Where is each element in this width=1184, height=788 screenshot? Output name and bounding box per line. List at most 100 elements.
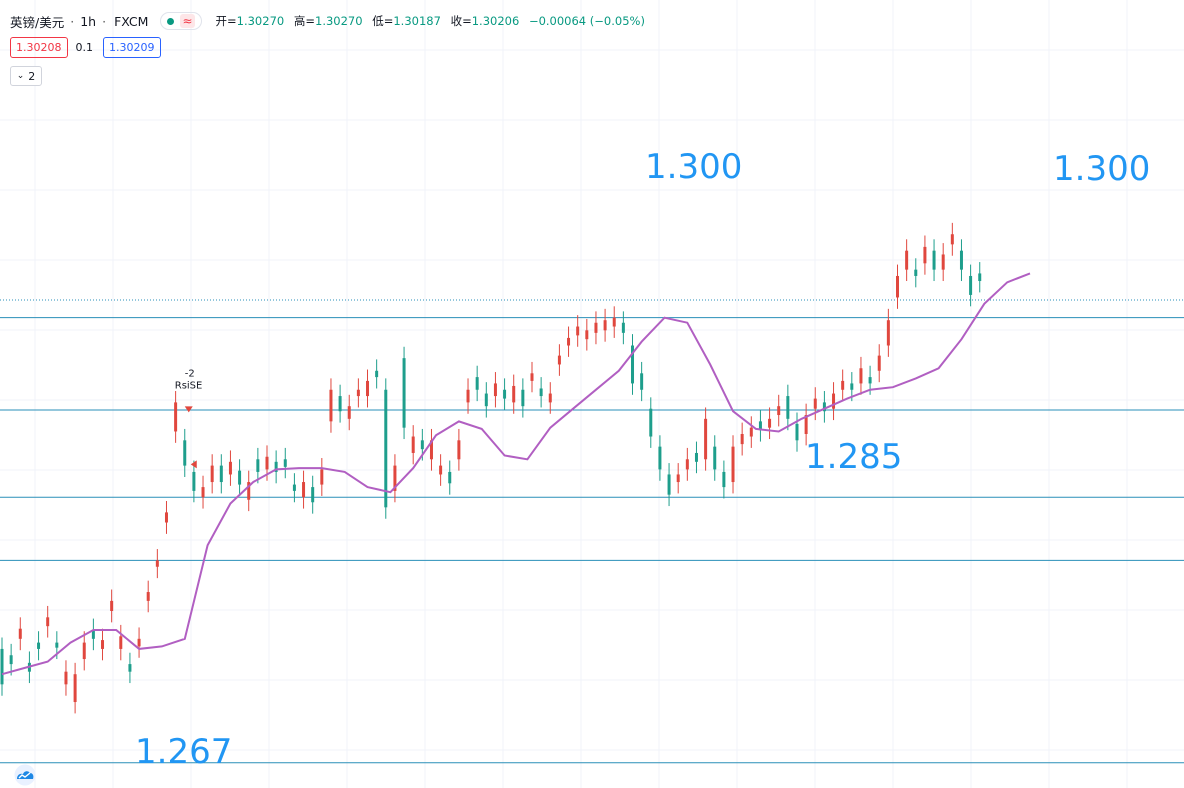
candle-up: [530, 373, 534, 381]
candle-down: [758, 421, 762, 431]
low-value: 1.30187: [393, 14, 441, 28]
candle-up: [356, 389, 360, 397]
candle-down: [713, 446, 717, 470]
candle-up: [347, 406, 351, 419]
candle-down: [621, 322, 625, 333]
moving-average-line: [1, 272, 1031, 676]
candle-up: [676, 474, 680, 483]
strategy-qty-label: -2: [185, 368, 195, 379]
open-label: 开=: [215, 14, 237, 28]
candle-down: [484, 393, 488, 407]
close-label: 收=: [450, 14, 472, 28]
candle-up: [685, 459, 689, 470]
candle-up: [749, 427, 753, 437]
level-label-1267: 1.267: [135, 732, 233, 772]
candle-up: [950, 234, 954, 245]
candle-up: [941, 254, 945, 270]
open-value: 1.30270: [236, 14, 285, 28]
wave-icon: ≈: [180, 14, 195, 28]
candle-down: [503, 389, 507, 399]
candle-down: [0, 648, 4, 685]
candle-down: [91, 629, 95, 639]
candle-down: [640, 373, 644, 390]
candle-down: [521, 389, 525, 407]
tradingview-logo-icon[interactable]: [11, 764, 39, 786]
candle-down: [283, 459, 287, 467]
candle-down: [375, 370, 379, 378]
candle-up: [859, 368, 863, 384]
candle-up: [329, 389, 333, 422]
candle-down: [959, 250, 963, 270]
candle-down: [37, 642, 41, 649]
signal-marker-icon: [190, 460, 197, 469]
spread-value: 0.1: [75, 41, 94, 54]
candle-down: [384, 389, 388, 508]
candle-up: [704, 418, 708, 460]
close-value: 1.30206: [471, 14, 520, 28]
candle-up: [594, 322, 598, 333]
candle-up: [201, 487, 205, 498]
exchange-label: FXCM: [114, 13, 149, 29]
candle-down: [183, 440, 187, 466]
candle-down: [868, 377, 872, 384]
candle-up: [393, 465, 397, 491]
market-open-dot-icon: [167, 17, 175, 25]
candle-down: [475, 377, 479, 390]
candle-up: [64, 671, 68, 685]
candle-down: [786, 396, 790, 419]
candle-up: [110, 600, 114, 611]
candle-down: [658, 446, 662, 470]
candle-up: [119, 636, 123, 649]
candle-down: [969, 275, 973, 295]
candle-up: [832, 393, 836, 409]
candle-up: [493, 383, 497, 397]
candle-up: [429, 440, 433, 460]
buy-price-button[interactable]: 1.30209: [103, 37, 161, 58]
high-value: 1.30270: [315, 14, 363, 28]
ohlc-readout: 开=1.30270 高=1.30270 低=1.30187 收=1.30206 …: [216, 13, 645, 29]
candle-down: [722, 471, 726, 488]
candle-down: [694, 452, 698, 462]
candle-up: [302, 482, 306, 498]
symbol-header: 英镑/美元 · 1h · FXCM ≈ 开=1.30270 高=1.30270 …: [10, 11, 645, 31]
candle-up: [18, 628, 22, 639]
sell-price-button[interactable]: 1.30208: [10, 37, 68, 58]
candle-down: [420, 440, 424, 450]
candle-up: [886, 320, 890, 346]
separator: ·: [102, 13, 107, 29]
candle-up: [174, 402, 178, 432]
candle-down: [448, 471, 452, 484]
level-label-1285: 1.285: [805, 437, 903, 477]
candle-up: [740, 434, 744, 445]
candle-up: [466, 389, 470, 403]
candle-down: [128, 664, 132, 672]
candle-up: [731, 446, 735, 483]
indicators-toggle-button[interactable]: ⌄ 2: [10, 66, 42, 86]
candle-down: [402, 358, 406, 428]
candle-up: [46, 617, 50, 627]
candle-up: [146, 592, 150, 601]
candle-up: [777, 406, 781, 416]
candle-up: [155, 560, 159, 567]
candle-up: [457, 440, 461, 460]
candle-up: [585, 330, 589, 340]
candle-down: [978, 273, 982, 282]
candle-up: [557, 355, 561, 365]
candle-down: [932, 250, 936, 270]
candle-up: [210, 465, 214, 483]
candle-up: [768, 418, 772, 428]
change-value: −0.00064 (−0.05%): [528, 14, 645, 28]
symbol-name[interactable]: 英镑/美元: [10, 14, 65, 30]
candle-up: [411, 436, 415, 453]
indicator-count: 2: [28, 69, 36, 83]
strategy-signal-label: RsiSE: [175, 380, 203, 391]
market-status-badge[interactable]: ≈: [160, 12, 202, 30]
candle-down: [649, 408, 653, 437]
candle-up: [320, 469, 324, 485]
separator: ·: [70, 13, 75, 29]
candle-down: [539, 388, 543, 397]
interval-label[interactable]: 1h: [80, 13, 97, 29]
candle-up: [265, 456, 269, 470]
